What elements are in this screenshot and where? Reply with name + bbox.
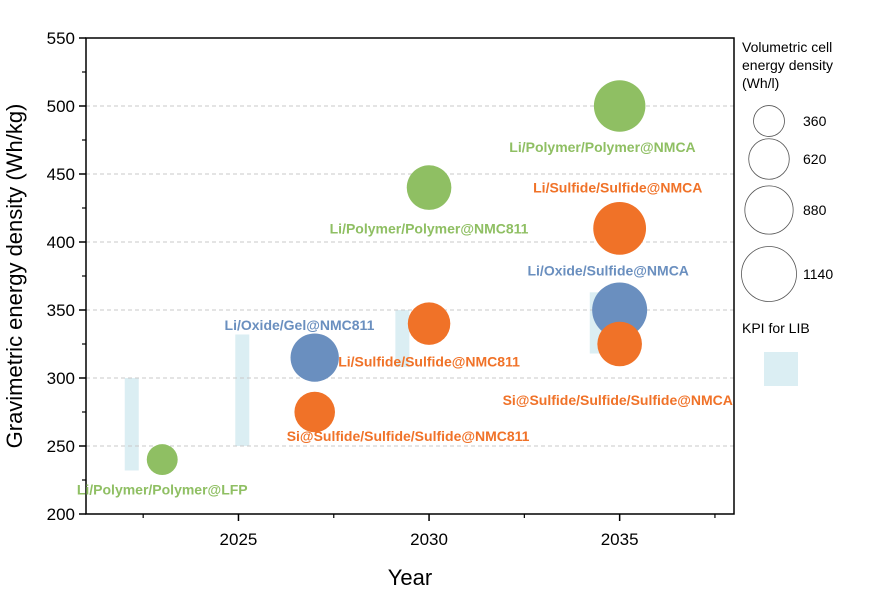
legend-size-label: 1140 (803, 266, 833, 282)
bubble-label: Si@Sulfide/Sulfide/Sulfide@NMCA (503, 392, 733, 408)
bubble-label: Li/Sulfide/Sulfide@NMCA (533, 180, 702, 196)
legend-size-title: energy density (742, 57, 833, 73)
y-axis-title: Gravimetric energy density (Wh/kg) (2, 104, 27, 449)
bubble (294, 391, 335, 433)
y-tick-label: 250 (47, 437, 75, 456)
x-tick-label: 2025 (220, 530, 258, 549)
bubble (146, 444, 178, 476)
bubble (597, 321, 642, 367)
legend-size-circle (748, 138, 790, 180)
legend-kpi-label: KPI for LIB (742, 320, 810, 336)
legend-size-label: 620 (803, 151, 827, 167)
bubble-label: Li/Polymer/Polymer@LFP (77, 482, 248, 498)
bubbles (146, 80, 648, 476)
x-tick-label: 2035 (601, 530, 639, 549)
legend-size-title: Volumetric cell (742, 39, 832, 55)
legend-size-label: 880 (803, 202, 827, 218)
x-axis-title: Year (388, 565, 432, 590)
legend-kpi-swatch (764, 352, 798, 386)
y-tick-label: 300 (47, 369, 75, 388)
y-tick-label: 450 (47, 165, 75, 184)
bubble (406, 165, 452, 210)
legend-size-title: (Wh/l) (742, 75, 779, 91)
y-tick-label: 400 (47, 233, 75, 252)
bubble (593, 80, 646, 132)
y-tick-label: 350 (47, 301, 75, 320)
kpi-bar (235, 334, 250, 446)
bubble-label: Li/Sulfide/Sulfide@NMC811 (338, 354, 520, 370)
bubble-label: Li/Oxide/Gel@NMC811 (225, 317, 375, 333)
bubble (290, 333, 339, 382)
bubble (593, 202, 647, 255)
legend-size-circle (741, 246, 797, 302)
x-tick-label: 2030 (410, 530, 448, 549)
y-tick-label: 200 (47, 505, 75, 524)
bubble (592, 282, 648, 338)
bubble-label: Si@Sulfide/Sulfide/Sulfide@NMC811 (287, 428, 530, 444)
bubble (407, 302, 451, 345)
legend-size-circle (744, 185, 794, 235)
y-tick-label: 500 (47, 97, 75, 116)
legend: Volumetric cell energy density (Wh/l) 360 6… (741, 39, 833, 386)
kpi-bar (124, 378, 139, 471)
bubble-labels: Li/Polymer/Polymer@LFP Si@Sulfide/Sulfide… (77, 139, 733, 498)
bubble-label: Li/Polymer/Polymer@NMCA (509, 139, 695, 155)
legend-size-label: 360 (803, 113, 827, 129)
kpi-bar (395, 310, 410, 368)
bubble-label: Li/Oxide/Sulfide@NMCA (527, 263, 688, 279)
axis-ticks: 200 250 300 350 400 450 500 550 2025 2030 2035 (47, 29, 716, 549)
y-tick-label: 550 (47, 29, 75, 48)
bubble-label: Li/Polymer/Polymer@NMC811 (330, 220, 529, 236)
legend-size-circle (753, 105, 785, 137)
